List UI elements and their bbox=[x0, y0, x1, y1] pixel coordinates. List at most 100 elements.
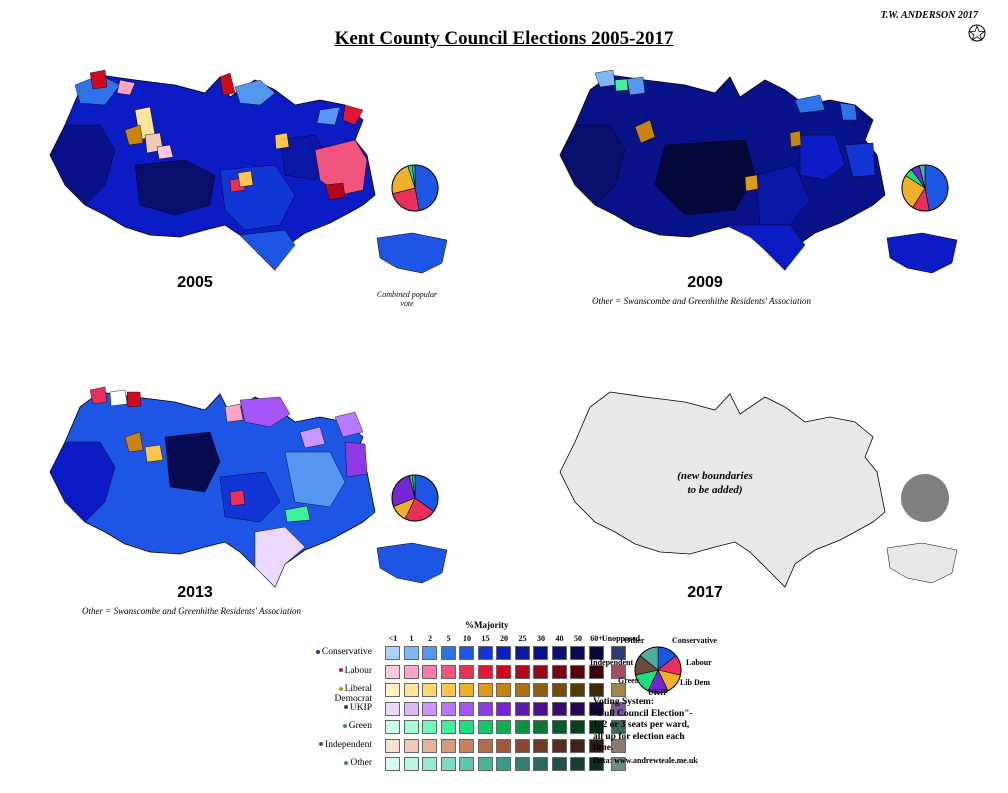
legend-swatch bbox=[440, 683, 456, 697]
vote-share-pie-2013 bbox=[391, 474, 439, 522]
legend-swatch bbox=[477, 738, 493, 753]
legend-swatch bbox=[588, 664, 604, 679]
key-label-libdem: Lib Dem bbox=[680, 678, 710, 687]
vote-share-pie-2017 bbox=[901, 474, 949, 522]
party-dot-icon bbox=[315, 649, 320, 654]
majority-column-header: 15 bbox=[481, 634, 490, 643]
legend-swatch bbox=[403, 720, 419, 734]
voting-system-line: Voting System: bbox=[593, 697, 655, 707]
inset-2013 bbox=[376, 542, 448, 584]
legend-swatch bbox=[459, 738, 474, 753]
legend-swatch bbox=[403, 757, 419, 771]
legend-swatch bbox=[570, 664, 585, 679]
legend-swatch bbox=[611, 701, 626, 716]
legend-swatch bbox=[570, 738, 585, 753]
legend-swatch bbox=[385, 664, 400, 679]
voting-system-line: all up for election each bbox=[593, 731, 685, 742]
legend-swatch bbox=[385, 738, 400, 753]
legend-title: %Majority bbox=[465, 620, 509, 630]
party-key-pie bbox=[634, 646, 682, 694]
legend-swatch bbox=[611, 664, 626, 679]
legend-swatch bbox=[403, 701, 419, 716]
legend-swatch bbox=[477, 683, 493, 697]
legend-swatch bbox=[551, 738, 567, 753]
party-dot-icon bbox=[342, 723, 347, 728]
legend-party-label: Green bbox=[302, 721, 372, 731]
pie-outline bbox=[634, 646, 682, 694]
majority-column-header: 5 bbox=[446, 634, 451, 643]
legend-swatch bbox=[496, 701, 511, 716]
legend-swatch bbox=[570, 683, 585, 697]
majority-column-header: Unopposed bbox=[601, 634, 641, 643]
legend-swatch bbox=[385, 757, 400, 771]
combined-vote-note: Combined popular vote bbox=[376, 290, 438, 308]
legend-swatch bbox=[440, 701, 456, 716]
legend-swatch bbox=[551, 701, 567, 716]
map-2017 bbox=[559, 391, 886, 588]
map-2005 bbox=[49, 69, 376, 271]
majority-column-header: 10 bbox=[463, 634, 471, 643]
legend-swatch bbox=[611, 646, 626, 660]
author-credit: T.W. ANDERSON 2017 bbox=[880, 10, 978, 21]
legend-party-label: Other bbox=[302, 758, 372, 768]
legend-swatch bbox=[551, 683, 567, 697]
legend-swatch bbox=[403, 738, 419, 753]
legend-swatch bbox=[459, 646, 474, 660]
legend-swatch bbox=[588, 738, 604, 753]
pie-slice-conservative bbox=[924, 164, 949, 211]
voting-system-note: Voting System: "Full Council Election"- … bbox=[593, 697, 693, 755]
legend-swatch bbox=[551, 646, 567, 660]
legend-swatch bbox=[459, 664, 474, 679]
legend-swatch bbox=[496, 664, 511, 679]
majority-column-header: 30 bbox=[537, 634, 545, 643]
note-2013: Other = Swanscombe and Greenhithe Reside… bbox=[82, 606, 301, 616]
party-dot-icon bbox=[343, 705, 348, 710]
key-label-green: Green bbox=[618, 676, 640, 685]
legend-swatch bbox=[385, 701, 400, 716]
majority-column-header: 2 bbox=[428, 634, 432, 643]
legend-party-label: Liberal Democrat bbox=[334, 684, 372, 704]
legend-swatch bbox=[477, 646, 493, 660]
majority-column-header: 40 bbox=[555, 634, 564, 643]
legend-swatch bbox=[422, 646, 437, 660]
legend-swatch bbox=[440, 646, 456, 660]
party-dot-icon bbox=[338, 668, 343, 673]
legend-swatch bbox=[533, 664, 548, 679]
placeholder-line-1: (new boundaries bbox=[677, 470, 753, 482]
legend-swatch bbox=[440, 757, 456, 771]
page-title: Kent County Council Elections 2005-2017 bbox=[334, 28, 674, 49]
legend-swatch bbox=[533, 646, 548, 660]
majority-legend: <1 1 2 5 10 15 20 25 30 40 50 60+ Unopposed Conservat… bbox=[310, 634, 640, 774]
majority-column-header: <1 bbox=[388, 634, 398, 643]
legend-swatch bbox=[459, 683, 474, 697]
legend-swatch bbox=[611, 720, 626, 734]
legend-swatch bbox=[533, 720, 548, 734]
legend-swatch bbox=[403, 646, 419, 660]
party-dot-icon bbox=[319, 742, 324, 747]
legend-swatch bbox=[422, 757, 437, 771]
legend-swatch bbox=[533, 683, 548, 697]
legend-swatch bbox=[611, 683, 626, 697]
legend-swatch bbox=[570, 757, 585, 771]
year-label-2009: 2009 bbox=[687, 274, 723, 291]
legend-swatch bbox=[514, 664, 530, 679]
legend-swatch bbox=[570, 701, 585, 716]
key-label-ukip: UKIP bbox=[648, 688, 668, 697]
legend-swatch bbox=[459, 757, 474, 771]
majority-column-header: 25 bbox=[518, 634, 527, 643]
pie-outline bbox=[391, 474, 439, 522]
year-label-2013: 2013 bbox=[177, 584, 213, 601]
legend-party-label: Labour bbox=[302, 666, 372, 676]
legend-swatch bbox=[514, 701, 530, 716]
legend-party-label: UKIP bbox=[302, 703, 372, 713]
legend-swatch bbox=[403, 683, 419, 697]
legend-swatch bbox=[385, 683, 400, 697]
legend-swatch bbox=[611, 757, 626, 771]
legend-swatch bbox=[533, 757, 548, 771]
legend-swatch bbox=[385, 646, 400, 660]
legend-swatch bbox=[588, 757, 604, 771]
legend-swatch bbox=[385, 720, 400, 734]
legend-swatch bbox=[477, 701, 493, 716]
legend-swatch bbox=[551, 720, 567, 734]
legend-swatch bbox=[533, 738, 548, 753]
